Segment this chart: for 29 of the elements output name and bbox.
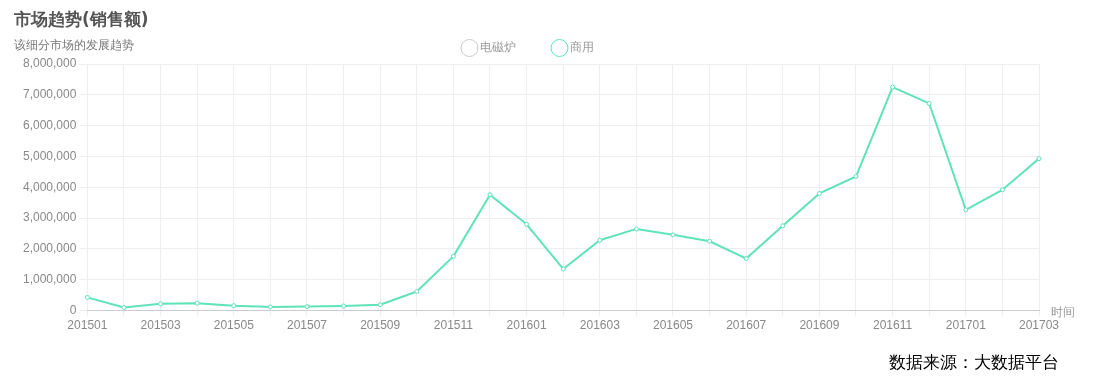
x-axis-title: 时间: [1051, 304, 1075, 319]
source-note: 数据来源：大数据平台: [889, 351, 1059, 374]
y-tick-label: 1,000,000: [22, 272, 77, 287]
x-tick-label: 201511: [433, 318, 474, 333]
x-tick-label: 201501: [67, 318, 108, 333]
x-tick-label: 201509: [360, 318, 401, 333]
y-tick-label: 6,000,000: [22, 117, 77, 132]
legend-label: 电磁炉: [479, 40, 516, 55]
y-tick-label: 3,000,000: [22, 210, 77, 225]
chart-subtitle: 该细分市场的发展趋势: [14, 37, 134, 54]
chart-title: 市场趋势(销售额): [14, 8, 149, 31]
y-tick-label: 5,000,000: [22, 148, 77, 163]
y-tick-label: 0: [69, 302, 77, 317]
x-tick-label: 201505: [213, 318, 255, 333]
y-tick-label: 2,000,000: [22, 241, 77, 256]
x-tick-label: 201701: [945, 318, 987, 333]
x-tick-label: 201507: [286, 318, 328, 333]
y-tick-label: 8,000,000: [22, 56, 77, 71]
y-tick-label: 4,000,000: [22, 179, 77, 194]
x-tick-label: 201703: [1018, 318, 1060, 333]
x-tick-label: 201609: [799, 318, 840, 333]
y-tick-label: 7,000,000: [22, 87, 77, 102]
x-tick-label: 201603: [579, 318, 621, 333]
x-tick-label: 201611: [873, 318, 913, 333]
x-tick-label: 201503: [140, 318, 181, 333]
legend-label: 商用: [569, 40, 594, 55]
x-tick-label: 201605: [652, 318, 694, 333]
x-tick-label: 201601: [506, 318, 547, 333]
x-tick-label: 201607: [726, 318, 767, 333]
